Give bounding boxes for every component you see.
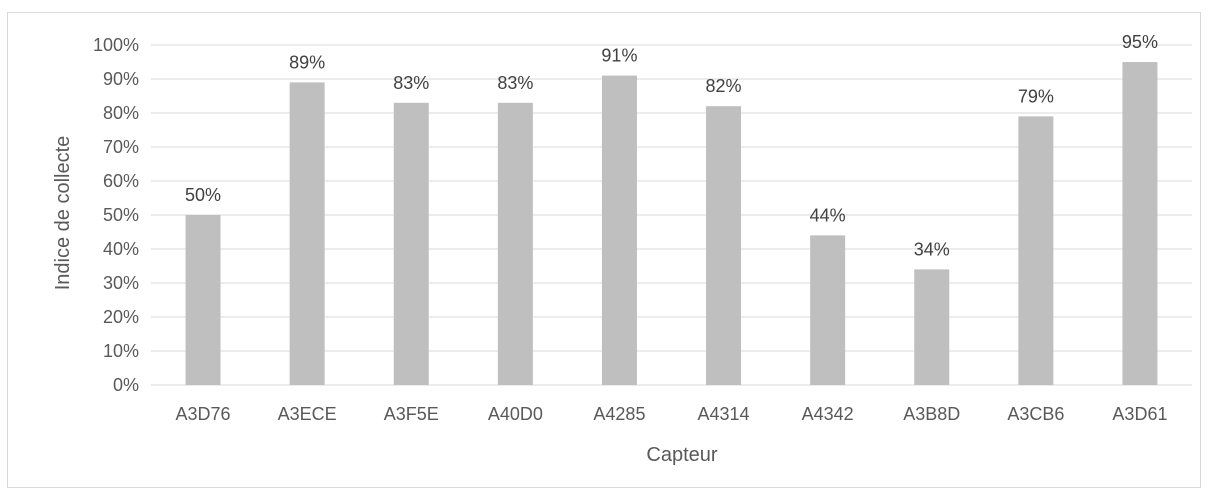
x-axis-title: Capteur	[646, 444, 717, 466]
y-tick-label: 10%	[103, 341, 139, 361]
bar-chart: 0%10%20%30%40%50%60%70%80%90%100% A3D76 A…	[52, 32, 1192, 466]
bar-a4285	[601, 75, 637, 385]
x-tick-label: A40D0	[488, 404, 543, 424]
data-labels: 50% 89% 83% 83% 91% 82% 44% 34% 79% 95%	[185, 32, 1158, 259]
x-tick-label: A3B8D	[903, 404, 960, 424]
x-axis-ticks: A3D76 A3ECE A3F5E A40D0 A4285 A4314 A4342 A3B8D…	[176, 404, 1168, 424]
bar-a3ece	[289, 82, 325, 386]
x-tick-label: A4314	[698, 404, 750, 424]
data-label: 83%	[497, 73, 533, 93]
y-axis-title: Indice de collecte	[52, 136, 74, 291]
x-tick-label: A4342	[802, 404, 854, 424]
y-tick-label: 0%	[113, 375, 139, 395]
bar-a3d76	[185, 215, 221, 385]
bar-a3b8d	[914, 269, 950, 385]
x-tick-label: A3CB6	[1007, 404, 1064, 424]
bar-a3cb6	[1018, 116, 1054, 386]
data-label: 34%	[914, 239, 950, 259]
y-tick-label: 30%	[103, 273, 139, 293]
x-tick-label: A3D61	[1112, 404, 1167, 424]
y-tick-label: 70%	[103, 137, 139, 157]
data-label: 50%	[185, 185, 221, 205]
y-tick-label: 20%	[103, 307, 139, 327]
data-label: 91%	[601, 46, 637, 66]
data-label: 83%	[393, 73, 429, 93]
y-axis-ticks: 0% 10% 20% 30% 40% 50% 60% 70% 80% 90% 100%	[93, 35, 139, 395]
y-tick-label: 90%	[103, 69, 139, 89]
bars	[185, 62, 1158, 386]
chart-frame: 0% 10% 20% 30% 40% 50% 60% 70% 80% 90% 100% A3D76 A…	[7, 12, 1201, 488]
bar-a40d0	[497, 102, 533, 386]
data-label: 44%	[810, 205, 846, 225]
y-tick-label: 80%	[103, 103, 139, 123]
y-tick-label: 60%	[103, 171, 139, 191]
bar-a3f5e	[393, 102, 429, 386]
data-label: 82%	[706, 76, 742, 96]
x-tick-label: A3F5E	[384, 404, 439, 424]
x-tick-label: A3ECE	[278, 404, 337, 424]
data-label: 89%	[289, 52, 325, 72]
y-tick-label: 100%	[93, 35, 139, 55]
data-label: 79%	[1018, 86, 1054, 106]
x-tick-label: A3D76	[176, 404, 231, 424]
bar-a4314	[706, 106, 742, 385]
data-label: 95%	[1122, 32, 1158, 52]
y-tick-label: 40%	[103, 239, 139, 259]
y-tick-label: 50%	[103, 205, 139, 225]
x-tick-label: A4285	[593, 404, 645, 424]
bar-a4342	[810, 235, 846, 385]
bar-a3d61	[1122, 62, 1158, 385]
